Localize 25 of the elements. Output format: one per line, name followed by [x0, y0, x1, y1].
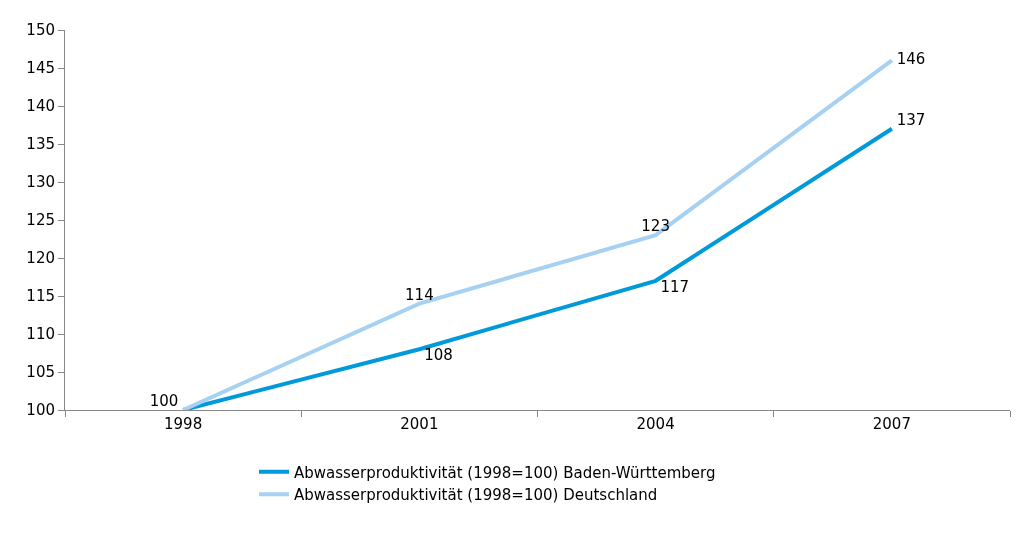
y-tick-label: 145 — [26, 59, 55, 78]
line-series — [181, 58, 894, 410]
y-tick-label: 120 — [26, 249, 55, 268]
data-label: 100 — [144, 392, 184, 411]
data-label: 108 — [419, 346, 458, 365]
data-label: 137 — [891, 111, 931, 130]
y-tick-label: 100 — [26, 401, 55, 420]
y-tick-label: 105 — [26, 363, 55, 382]
legend-label: Abwasserproduktivität (1998=100) Baden-Württemberg — [294, 463, 716, 482]
data-label: 117 — [655, 278, 694, 297]
x-tick-label: 1998 — [164, 415, 203, 433]
y-tick-label: 130 — [26, 173, 55, 192]
x-tick-label: 2001 — [400, 415, 439, 433]
data-label: 114 — [400, 285, 439, 304]
y-tick-label: 150 — [26, 21, 55, 40]
y-tick-label: 140 — [26, 97, 55, 116]
data-label: 146 — [891, 50, 931, 69]
data-label: 123 — [636, 217, 675, 236]
x-tick-label: 2004 — [636, 415, 675, 433]
legend-label: Abwasserproduktivität (1998=100) Deutschland — [294, 486, 658, 505]
y-tick-label: 135 — [26, 135, 55, 154]
y-tick-label: 115 — [26, 287, 55, 306]
y-tick-label: 125 — [26, 211, 55, 230]
y-tick-label: 110 — [26, 325, 55, 344]
x-tick-label: 2007 — [872, 415, 911, 433]
